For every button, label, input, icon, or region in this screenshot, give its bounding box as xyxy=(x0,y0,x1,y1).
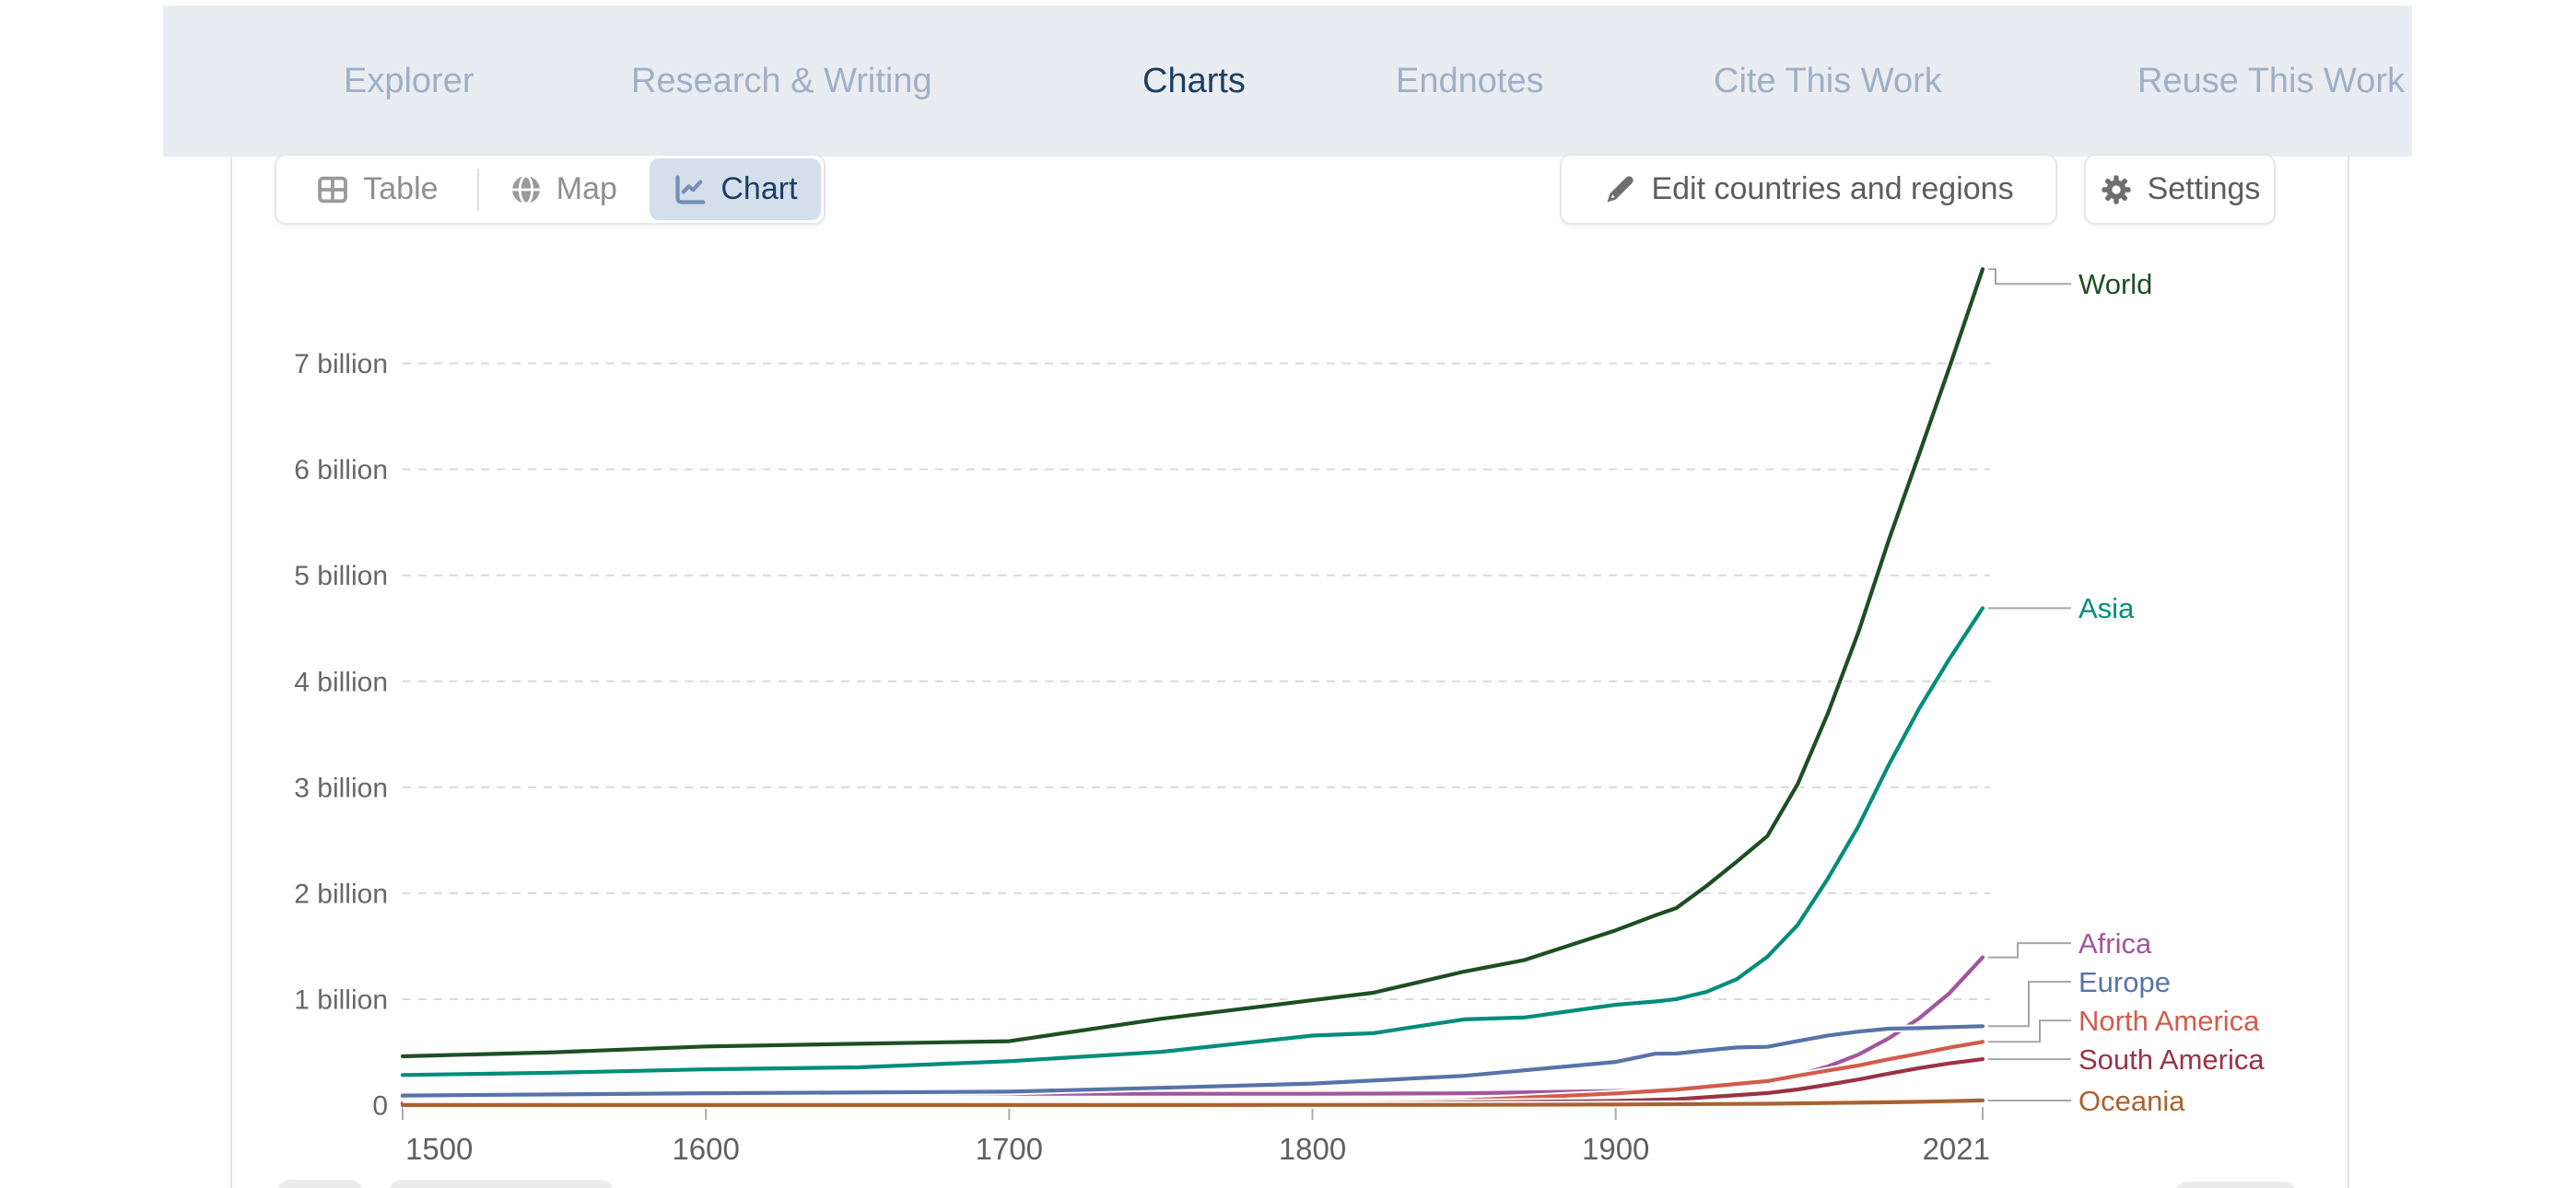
series-label-africa[interactable]: Africa xyxy=(2078,927,2152,960)
chart-frame-left-border xyxy=(230,157,232,1188)
legend-connector-europe xyxy=(1988,981,2071,1028)
chart-action-control-partial[interactable] xyxy=(2174,1182,2297,1188)
series-label-world[interactable]: World xyxy=(2078,268,2152,300)
y-axis-label: 7 billion xyxy=(294,349,388,379)
view-toggle-table[interactable]: Table xyxy=(276,156,477,223)
chart-frame-right-border xyxy=(2348,157,2349,1188)
series-label-oceania[interactable]: Oceania xyxy=(2078,1085,2185,1117)
series-line-europe[interactable] xyxy=(400,1024,1985,1098)
y-axis-label: 2 billion xyxy=(294,879,388,909)
tab-cite-this-work[interactable]: Cite This Work xyxy=(1714,61,1942,100)
y-axis-label: 6 billion xyxy=(294,455,388,485)
y-axis-label: 1 billion xyxy=(294,984,388,1015)
tab-reuse-this-work[interactable]: Reuse This Work xyxy=(2137,61,2406,100)
pencil-icon xyxy=(1603,173,1636,206)
series-label-south-america[interactable]: South America xyxy=(2078,1043,2265,1076)
series-line-asia[interactable] xyxy=(400,606,1985,1077)
series-label-north-america[interactable]: North America xyxy=(2078,1005,2260,1037)
legend-connector-world xyxy=(1988,268,2071,285)
x-axis-label: 1900 xyxy=(1582,1132,1649,1166)
x-axis-label: 1500 xyxy=(405,1132,473,1166)
view-toggle-table-label: Table xyxy=(363,171,439,206)
tab-explorer[interactable]: Explorer xyxy=(344,61,474,100)
page-tab-bar: Explorer Research & Writing Charts Endno… xyxy=(163,6,2412,157)
edit-countries-label: Edit countries and regions xyxy=(1651,171,2014,206)
tab-charts[interactable]: Charts xyxy=(1142,61,1246,100)
y-axis-label: 3 billion xyxy=(294,773,388,803)
gear-icon xyxy=(2100,173,2133,206)
series-halo-asia xyxy=(402,606,1986,1079)
x-axis-label: 1800 xyxy=(1279,1132,1346,1166)
y-axis-label: 4 billion xyxy=(294,667,388,697)
x-axis-label: 2021 xyxy=(1923,1132,1990,1166)
table-icon xyxy=(315,172,350,207)
timeline-slider-partial[interactable] xyxy=(389,1180,614,1188)
view-toggle-chart-label: Chart xyxy=(720,171,798,206)
series-halo-world xyxy=(402,267,1986,1060)
series-label-europe[interactable]: Europe xyxy=(2078,966,2171,998)
x-axis-label: 1600 xyxy=(672,1132,739,1166)
x-axis-label: 1700 xyxy=(976,1132,1043,1166)
legend-connector-africa xyxy=(1988,942,2071,959)
series-line-world[interactable] xyxy=(400,267,1985,1059)
series-label-asia[interactable]: Asia xyxy=(2078,592,2135,624)
series-line-africa[interactable] xyxy=(400,955,1985,1099)
globe-icon xyxy=(509,172,544,207)
y-axis-label: 0 xyxy=(372,1091,388,1122)
tab-endnotes[interactable]: Endnotes xyxy=(1396,61,1544,100)
timeline-play-control-partial[interactable] xyxy=(277,1180,363,1188)
tab-research-writing[interactable]: Research & Writing xyxy=(631,61,932,100)
view-toggle: Table Map Chart xyxy=(275,154,825,225)
view-toggle-divider xyxy=(476,168,479,211)
series-halo-africa xyxy=(402,954,1985,1100)
legend-connector-north-america xyxy=(1988,1019,2071,1043)
view-toggle-chart[interactable]: Chart xyxy=(649,158,821,220)
edit-countries-button[interactable]: Edit countries and regions xyxy=(1560,154,2057,225)
line-chart-icon xyxy=(673,172,708,207)
view-toggle-map-label: Map xyxy=(556,171,617,206)
y-axis-label: 5 billion xyxy=(294,561,388,591)
settings-button[interactable]: Settings xyxy=(2084,154,2276,225)
view-toggle-map[interactable]: Map xyxy=(479,156,647,223)
series-line-oceania[interactable] xyxy=(400,1098,1985,1108)
settings-label: Settings xyxy=(2147,171,2261,206)
